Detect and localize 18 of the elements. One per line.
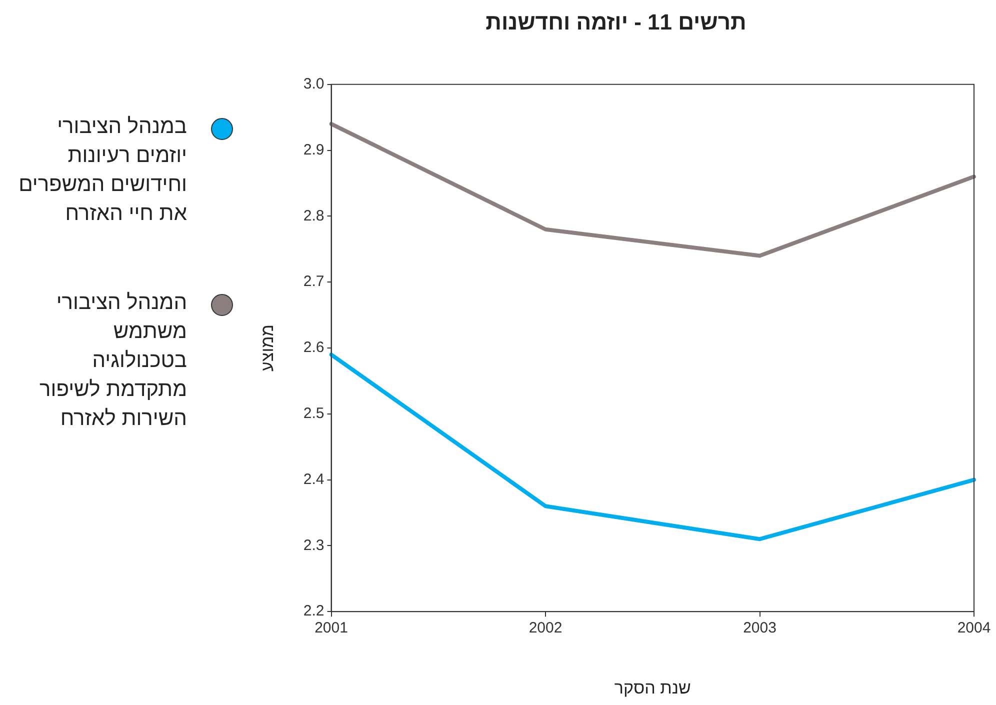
y-tick-label: 2.6 xyxy=(303,339,324,356)
x-axis-title: שנת הסקר xyxy=(614,678,691,698)
legend-label: במנהל הציבורי יוזמים רעיונות וחידושים המשפרים את חיי האזרח xyxy=(18,114,187,227)
chart-title: תרשים 11 - יוזמה וחדשנות xyxy=(486,9,746,34)
y-axis-title: ממוצע xyxy=(258,324,277,372)
y-tick-label: 2.7 xyxy=(303,273,324,290)
y-tick-label: 2.8 xyxy=(303,207,324,224)
y-tick-label: 2.9 xyxy=(303,141,324,158)
legend-label: המנהל הציבורי משתמש בטכנולוגיה מתקדמת לשיפור השירות לאזרח xyxy=(38,290,187,432)
y-tick-label: 2.3 xyxy=(303,536,324,554)
x-tick-label: 2002 xyxy=(528,620,562,637)
y-tick-label: 2.5 xyxy=(303,405,324,422)
y-tick-label: 2.4 xyxy=(303,470,324,488)
x-tick-label: 2003 xyxy=(743,620,776,637)
y-tick-label: 2.2 xyxy=(303,602,324,620)
x-tick-label: 2004 xyxy=(957,620,991,637)
y-tick-label: 3.0 xyxy=(303,76,324,93)
x-tick-label: 2001 xyxy=(314,620,348,637)
